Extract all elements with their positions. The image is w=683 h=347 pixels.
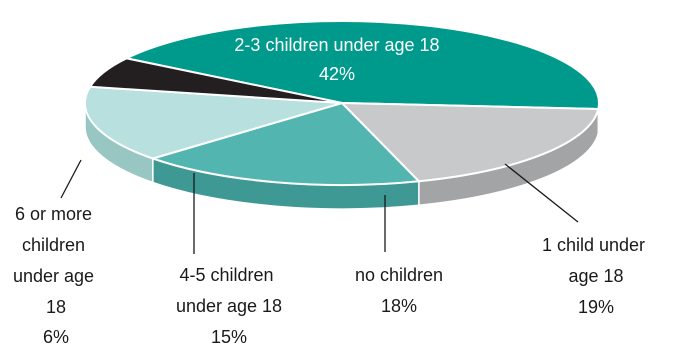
pie-slice-no-children bbox=[151, 102, 420, 186]
leader-lines bbox=[60, 159, 579, 254]
slice-label-4-5-children: 4-5 children under age 18 bbox=[176, 265, 282, 316]
pie-slices bbox=[84, 20, 600, 186]
slice-value-6-or-more: 6% bbox=[43, 327, 69, 347]
slice-value-no-children: 18% bbox=[381, 296, 417, 316]
pie-slice-2-3-children-under-age-18 bbox=[125, 20, 600, 111]
slice-value-4-5-children: 15% bbox=[211, 327, 247, 347]
pie-slice-4-5-children-under-age-18 bbox=[84, 85, 343, 160]
slice-value-2-3-children: 42% bbox=[319, 64, 355, 84]
slice-value-1-child: 19% bbox=[578, 297, 614, 317]
pie-slice-1-child-under-age-18 bbox=[341, 102, 600, 183]
slice-label-2-3-children: 2-3 children under age 18 bbox=[234, 35, 439, 55]
slice-label-1-child: 1 child under age 18 bbox=[542, 235, 650, 286]
pie-slice-6-or-more-children-under-age-18 bbox=[89, 57, 343, 104]
leader-line-1-child-under-age-18 bbox=[504, 163, 579, 223]
slice-label-2-3-children-line1: 2-3 children under age 18 bbox=[234, 35, 439, 55]
slice-label-6-or-more: 6 or more children under age 18 bbox=[13, 204, 99, 317]
leader-line-6-or-more-children-under-age-18 bbox=[60, 159, 82, 199]
slice-label-no-children: no children bbox=[355, 265, 443, 285]
